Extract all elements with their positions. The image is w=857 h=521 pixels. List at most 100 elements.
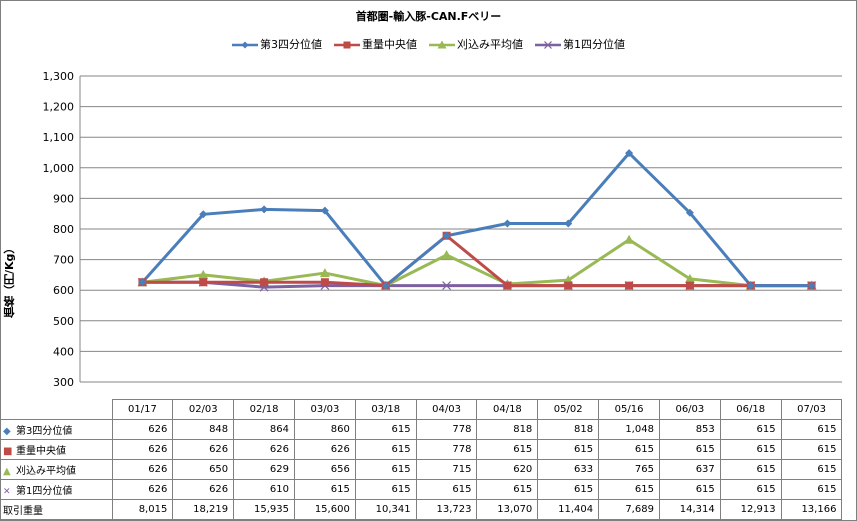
y-tick-label: 1,100	[43, 131, 75, 144]
data-label: 620	[476, 459, 539, 480]
data-point	[260, 278, 269, 287]
data-label: 15,935	[233, 499, 295, 520]
data-point	[807, 281, 816, 290]
series-line	[142, 234, 812, 288]
data-label: 13,166	[780, 499, 843, 520]
series-marker-icon: ✕	[3, 487, 11, 497]
data-point	[198, 269, 209, 279]
data-point	[199, 210, 208, 219]
data-label: 615	[598, 479, 660, 500]
data-label: 615	[415, 479, 478, 500]
data-point	[381, 281, 390, 290]
x-tick-label: 05/16	[598, 399, 660, 420]
data-label: 18,219	[172, 499, 235, 520]
data-label: 615	[354, 479, 417, 500]
x-tick-label: 03/18	[354, 399, 417, 420]
y-tick-label: 800	[53, 223, 74, 236]
table-row: ▲ 刈込み平均値 626 650 629 656 615 715 620 633 765 637 615…	[0, 459, 843, 480]
data-label: 615	[476, 479, 539, 500]
series-marker-icon: ◆	[3, 426, 11, 437]
legend-swatch	[334, 41, 360, 49]
data-point	[320, 206, 329, 215]
data-label: 14,314	[658, 499, 721, 520]
series-name: ✕ 第1四分位値	[0, 479, 113, 500]
data-label: 615	[719, 479, 782, 500]
data-label: 1,048	[598, 419, 660, 440]
data-label: 13,723	[415, 499, 478, 520]
table-corner	[0, 399, 113, 420]
legend-swatch	[429, 40, 455, 49]
data-label: 11,404	[537, 499, 600, 520]
data-label: 629	[233, 459, 295, 480]
data-label: 656	[293, 459, 356, 480]
legend-item: 重量中央値	[334, 36, 417, 52]
data-point	[625, 149, 634, 158]
x-tick-label: 05/02	[537, 399, 600, 420]
data-label: 818	[537, 419, 600, 440]
data-point	[503, 219, 512, 228]
legend-item: 第3四分位値	[232, 36, 322, 52]
y-tick-label: 700	[53, 254, 74, 267]
data-label: 615	[658, 439, 721, 460]
data-point	[138, 278, 147, 287]
table-row: ■ 重量中央値 626 626 626 626 615 778 615 615 615 615 615 6…	[0, 439, 843, 460]
data-label: 626	[233, 439, 295, 460]
series-marker-icon: ▲	[3, 466, 11, 477]
legend-label: 刈込み平均値	[457, 38, 523, 51]
data-label: 10,341	[354, 499, 417, 520]
series-name: ▲ 刈込み平均値	[0, 459, 113, 480]
data-label: 765	[598, 459, 660, 480]
x-tick-label: 06/03	[658, 399, 721, 420]
data-point	[746, 281, 755, 290]
data-label: 778	[415, 439, 478, 460]
data-point	[260, 205, 269, 214]
data-label: 615	[780, 479, 843, 500]
data-point	[503, 281, 512, 290]
data-label: 615	[354, 439, 417, 460]
x-tick-label: 02/03	[172, 399, 235, 420]
data-label: 626	[111, 419, 174, 440]
data-label: 864	[233, 419, 295, 440]
y-tick-label: 1,000	[43, 162, 75, 175]
series-name-label: 第3四分位値	[16, 426, 73, 437]
data-label: 615	[719, 419, 782, 440]
y-tick-label: 500	[53, 315, 74, 328]
data-point	[685, 208, 694, 217]
data-label: 7,689	[598, 499, 660, 520]
series-name-label: 第1四分位値	[16, 486, 73, 497]
data-point	[625, 281, 634, 290]
data-label: 637	[658, 459, 721, 480]
table-row: 取引重量 8,015 18,219 15,935 15,600 10,341 13,723 1…	[0, 499, 843, 520]
y-tick-label: 1,200	[43, 101, 75, 114]
y-tick-label: 300	[53, 376, 74, 389]
x-tick-label: 07/03	[780, 399, 843, 420]
data-label: 626	[111, 479, 174, 500]
data-label: 615	[780, 439, 843, 460]
y-tick-label: 600	[53, 284, 74, 297]
data-label: 853	[658, 419, 721, 440]
data-label: 615	[780, 459, 843, 480]
data-point	[437, 40, 447, 49]
y-tick-label: 400	[53, 345, 74, 358]
data-label: 12,913	[719, 499, 782, 520]
series-name-label: 刈込み平均値	[16, 466, 76, 477]
data-label: 615	[658, 479, 721, 500]
series-line	[141, 151, 812, 288]
data-point	[564, 219, 573, 228]
x-tick-label: 06/18	[719, 399, 782, 420]
data-point	[685, 281, 694, 290]
series-name: 取引重量	[0, 499, 113, 520]
data-point	[199, 278, 208, 287]
data-label: 615	[598, 439, 660, 460]
legend-item: 刈込み平均値	[429, 36, 523, 52]
y-tick-label: 900	[53, 192, 74, 205]
data-label: 615	[719, 439, 782, 460]
data-point	[343, 41, 351, 49]
x-tick-label: 01/17	[111, 399, 174, 420]
legend-item: 第1四分位値	[535, 36, 625, 52]
data-point	[564, 281, 573, 290]
data-label: 610	[233, 479, 295, 500]
x-tick-label: 03/03	[293, 399, 356, 420]
table-row: ✕ 第1四分位値 626 626 610 615 615 615 615 615 615 615 615…	[0, 479, 843, 500]
data-label: 626	[111, 459, 174, 480]
